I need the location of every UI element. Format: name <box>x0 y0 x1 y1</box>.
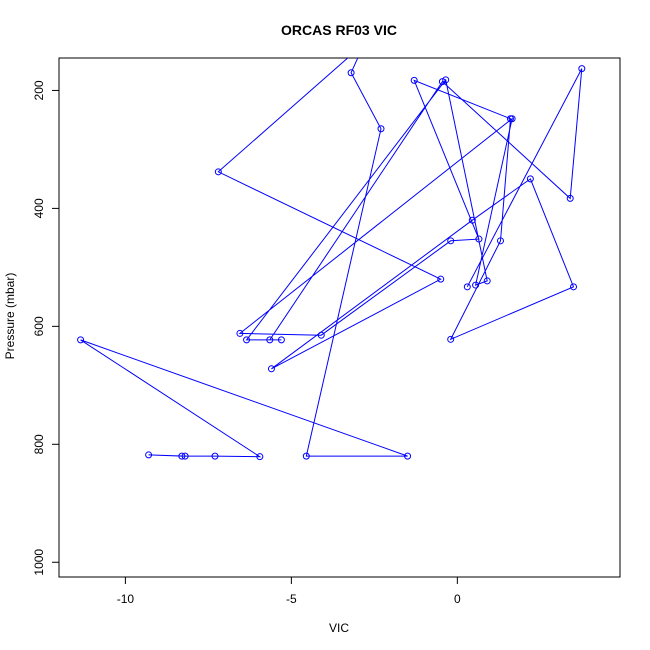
data-point <box>570 283 578 291</box>
y-tick-label: 600 <box>32 316 46 336</box>
data-point <box>508 115 516 123</box>
data-point <box>410 76 418 84</box>
data-point <box>404 452 412 460</box>
data-point <box>472 281 480 289</box>
data-point <box>145 451 153 459</box>
data-point <box>442 76 450 84</box>
data-point <box>347 69 355 77</box>
data-point <box>463 283 471 291</box>
y-tick-label: 400 <box>32 198 46 218</box>
y-tick-label: 800 <box>32 434 46 454</box>
data-point <box>578 65 586 73</box>
x-tick-label: 0 <box>454 592 461 606</box>
data-point <box>256 453 264 461</box>
plot-frame <box>58 57 621 578</box>
x-tick-label: -5 <box>286 592 297 606</box>
series-line <box>80 58 583 458</box>
x-axis-label: VIC <box>329 621 349 635</box>
plot-area <box>77 40 586 461</box>
data-point <box>267 365 275 373</box>
data-point <box>468 216 476 224</box>
data-point <box>377 125 385 133</box>
data-point <box>483 277 491 285</box>
data-point <box>178 452 186 460</box>
x-tick-label: -10 <box>117 592 135 606</box>
data-point <box>496 237 504 245</box>
y-tick-label: 200 <box>32 80 46 100</box>
y-axis-label: Pressure (mbar) <box>3 273 17 360</box>
data-point <box>214 168 222 176</box>
data-point <box>266 336 274 344</box>
axes: -10 -5 0 200 400 600 800 1000 <box>32 57 621 606</box>
chart-title: ORCAS RF03 VIC <box>281 22 397 38</box>
data-point <box>566 194 574 202</box>
y-tick-label: 1000 <box>32 549 46 576</box>
data-point <box>526 175 534 183</box>
data-point <box>181 452 189 460</box>
data-point <box>438 78 446 86</box>
data-point <box>236 329 244 337</box>
data-point <box>437 275 445 283</box>
data-point <box>447 335 455 343</box>
data-point <box>77 336 85 344</box>
data-series <box>77 40 586 461</box>
data-point <box>317 331 325 339</box>
data-point <box>243 336 251 344</box>
data-point <box>277 336 285 344</box>
data-point <box>447 237 455 245</box>
data-point <box>302 452 310 460</box>
data-point <box>361 40 367 46</box>
data-point <box>211 452 219 460</box>
data-point <box>475 235 483 243</box>
